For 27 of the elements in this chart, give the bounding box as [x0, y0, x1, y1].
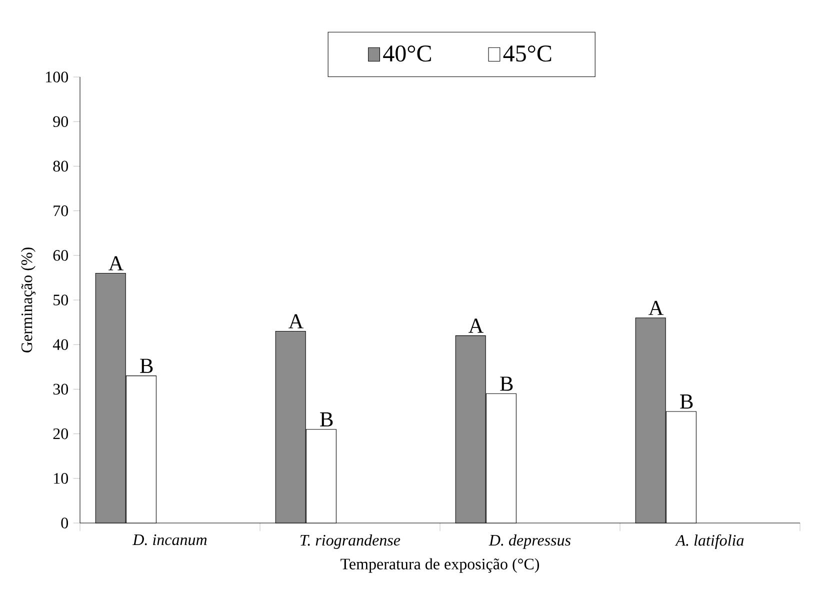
y-tick-label: 100: [46, 72, 68, 82]
annotation: B: [500, 376, 513, 391]
annotation: B: [320, 412, 333, 426]
y-tick-label: 30: [53, 384, 68, 395]
y-tick-label: 90: [53, 116, 68, 127]
y-tick-label: 70: [54, 205, 68, 216]
legend-label: 45°C: [503, 45, 552, 62]
y-tick-label: 50: [54, 294, 68, 306]
legend-label: 40°C: [383, 45, 431, 62]
annotation: B: [140, 358, 153, 373]
x-axis-title: Temperatura de exposição (°C): [340, 558, 540, 573]
annotation: A: [108, 256, 124, 270]
annotation: A: [648, 300, 664, 315]
x-tick-label: D. depressus: [488, 534, 571, 549]
y-tick-label: 80: [53, 160, 68, 172]
x-tick-label: D. incanum: [132, 534, 207, 546]
x-tick-label: T. riograndense: [300, 534, 400, 549]
y-axis-title: Germinação (%): [20, 248, 36, 352]
y-tick-label: 60: [53, 250, 68, 261]
y-tick-label: 40: [52, 339, 68, 350]
annotation: B: [680, 394, 693, 409]
y-tick-label: 10: [54, 473, 68, 484]
y-tick-label: 0: [61, 518, 68, 528]
x-tick-label: A. latifolia: [674, 534, 744, 550]
y-tick-label: 20: [53, 428, 68, 440]
annotation: A: [288, 314, 304, 328]
annotation: A: [468, 318, 484, 333]
